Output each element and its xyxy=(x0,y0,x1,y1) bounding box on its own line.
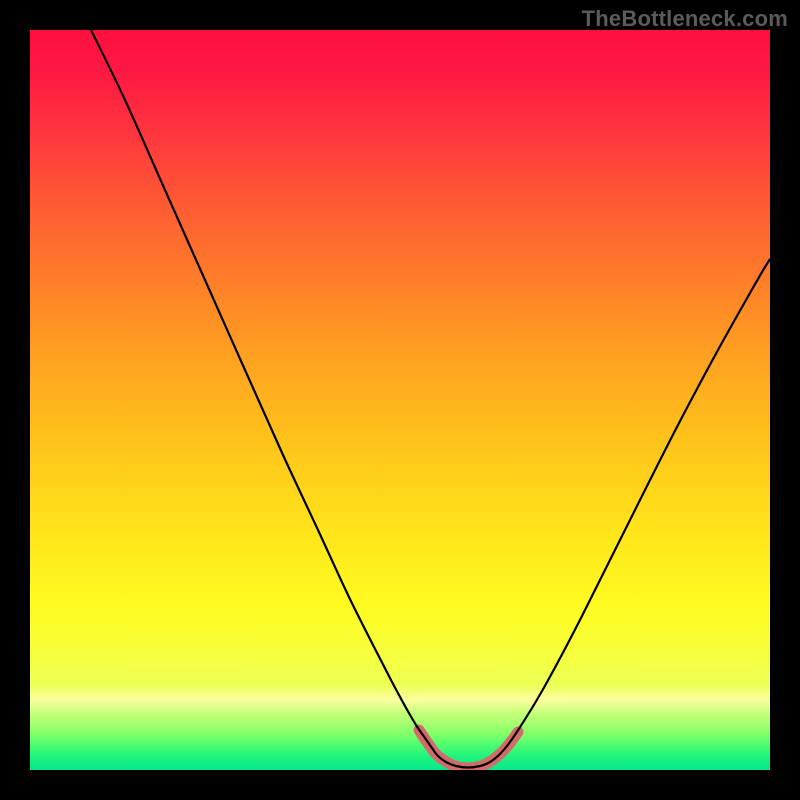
curve-layer xyxy=(30,30,770,770)
plot-area xyxy=(30,30,770,770)
watermark-text: TheBottleneck.com xyxy=(582,6,788,32)
main-curve-path xyxy=(91,30,770,768)
